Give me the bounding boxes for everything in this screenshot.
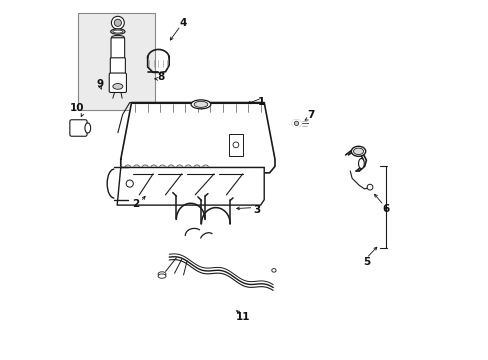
Polygon shape bbox=[121, 103, 274, 173]
Ellipse shape bbox=[271, 269, 276, 272]
Text: 8: 8 bbox=[157, 72, 164, 82]
Text: 6: 6 bbox=[382, 204, 389, 214]
Ellipse shape bbox=[111, 35, 124, 39]
FancyBboxPatch shape bbox=[70, 120, 87, 136]
Text: 11: 11 bbox=[236, 312, 250, 322]
Text: 7: 7 bbox=[306, 111, 314, 121]
Ellipse shape bbox=[113, 30, 122, 33]
Circle shape bbox=[111, 16, 124, 29]
Ellipse shape bbox=[110, 29, 125, 34]
Text: 4: 4 bbox=[180, 18, 187, 28]
Polygon shape bbox=[291, 120, 301, 126]
Circle shape bbox=[294, 121, 298, 126]
FancyBboxPatch shape bbox=[109, 73, 126, 93]
Circle shape bbox=[233, 142, 238, 148]
Text: 5: 5 bbox=[362, 257, 369, 267]
Text: 10: 10 bbox=[70, 103, 84, 113]
Ellipse shape bbox=[191, 100, 210, 109]
Circle shape bbox=[126, 180, 133, 187]
Ellipse shape bbox=[158, 274, 165, 278]
Text: 2: 2 bbox=[132, 199, 139, 210]
Ellipse shape bbox=[353, 148, 363, 154]
Ellipse shape bbox=[358, 158, 364, 168]
Bar bbox=[228, 134, 243, 156]
Ellipse shape bbox=[351, 146, 365, 156]
Ellipse shape bbox=[113, 84, 122, 89]
FancyBboxPatch shape bbox=[110, 58, 125, 74]
Ellipse shape bbox=[158, 272, 165, 276]
Ellipse shape bbox=[85, 123, 90, 133]
Circle shape bbox=[366, 184, 372, 190]
Circle shape bbox=[114, 19, 121, 26]
Text: 3: 3 bbox=[253, 206, 260, 216]
Bar bbox=[78, 13, 155, 110]
FancyBboxPatch shape bbox=[111, 38, 124, 59]
Polygon shape bbox=[117, 167, 264, 205]
Text: 9: 9 bbox=[97, 79, 103, 89]
Text: 1: 1 bbox=[258, 97, 265, 107]
Ellipse shape bbox=[194, 101, 207, 107]
